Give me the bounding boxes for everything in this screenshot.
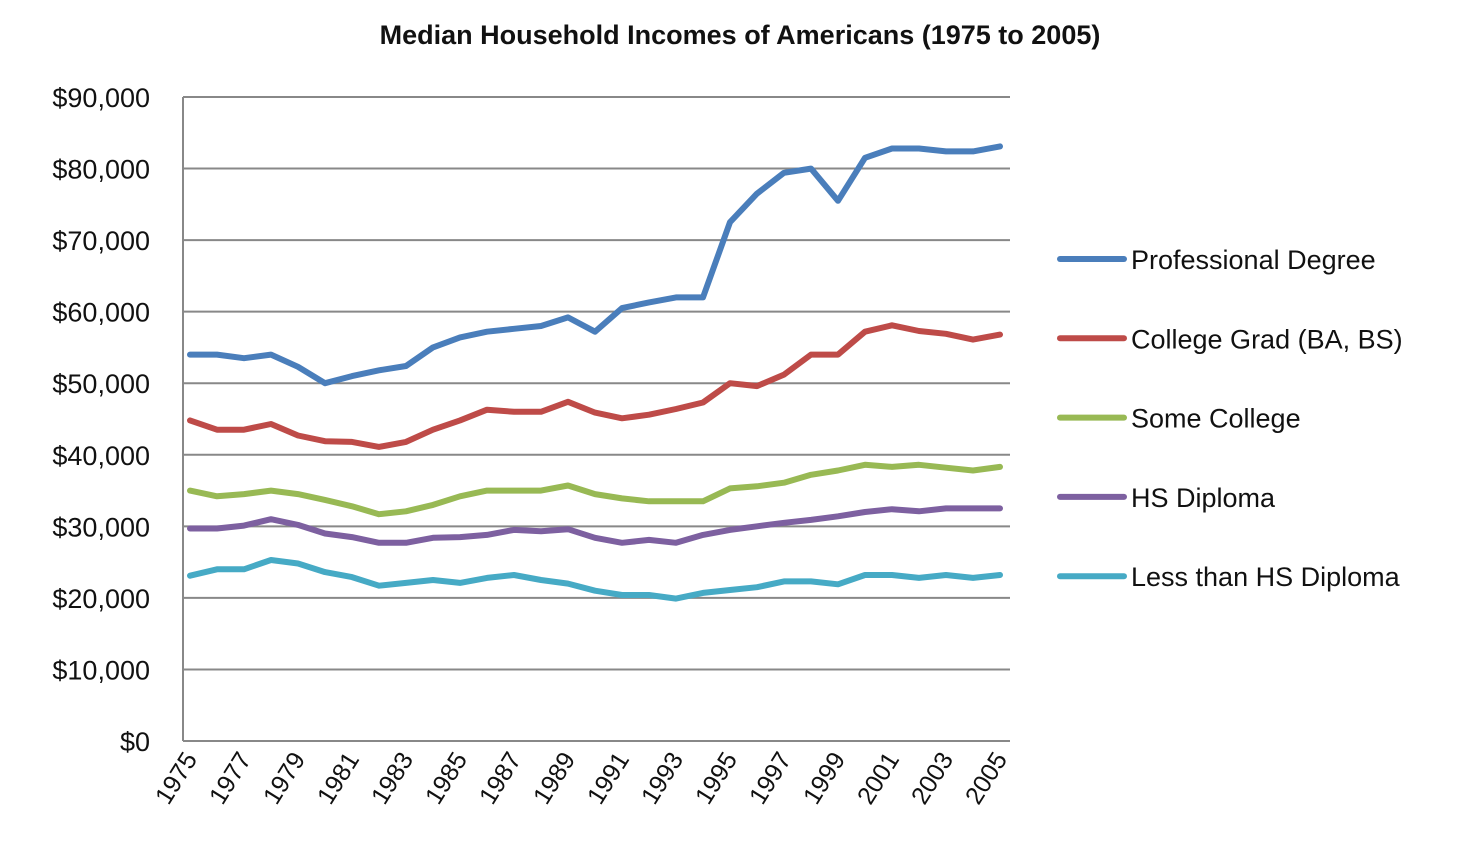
series-line-0 — [187, 143, 1003, 387]
series-line-2 — [187, 461, 1003, 518]
y-axis: $0 $10,000 $20,000 $30,000 $40,000 $50,000 $60… — [52, 83, 150, 757]
x-tick-label: 1991 — [582, 747, 635, 809]
legend-label: HS Diploma — [1131, 483, 1276, 513]
x-tick-label: 2001 — [852, 747, 905, 809]
legend-label: Less than HS Diploma — [1131, 562, 1401, 592]
y-tick-label: $0 — [120, 727, 150, 757]
y-tick-label: $90,000 — [52, 83, 150, 113]
series-lines — [187, 143, 1003, 602]
x-tick-label: 1981 — [312, 747, 365, 809]
x-tick-label: 1993 — [636, 747, 689, 809]
x-tick-label: 1997 — [744, 747, 797, 809]
y-tick-label: $70,000 — [52, 226, 150, 256]
x-tick-label: 1985 — [420, 747, 473, 809]
x-tick-label: 1975 — [150, 747, 203, 809]
x-tick-label: 2003 — [906, 747, 959, 809]
legend-label: Some College — [1131, 404, 1301, 434]
y-tick-label: $60,000 — [52, 298, 150, 328]
y-tick-label: $40,000 — [52, 441, 150, 471]
x-tick-label: 1977 — [204, 747, 257, 809]
x-tick-label: 1995 — [690, 747, 743, 809]
x-tick-label: 1983 — [366, 747, 419, 809]
x-tick-label: 1979 — [258, 747, 311, 809]
legend-label: College Grad (BA, BS) — [1131, 324, 1403, 354]
y-tick-label: $10,000 — [52, 655, 150, 685]
legend: Professional Degree College Grad (BA, BS)… — [1057, 245, 1403, 592]
x-tick-label: 1989 — [528, 747, 581, 809]
y-tick-label: $50,000 — [52, 369, 150, 399]
x-tick-label: 1987 — [474, 747, 527, 809]
x-tick-label: 2005 — [960, 747, 1013, 809]
series-line-1 — [187, 322, 1003, 450]
series-line-4 — [187, 557, 1003, 602]
x-axis: 1975 1977 1979 1981 1983 1985 1987 1989 1991 1993… — [150, 747, 1013, 809]
x-tick-label: 1999 — [798, 747, 851, 809]
y-tick-label: $20,000 — [52, 584, 150, 614]
series-line-3 — [187, 505, 1003, 546]
y-tick-label: $80,000 — [52, 155, 150, 185]
legend-label: Professional Degree — [1131, 245, 1376, 275]
gridlines — [182, 96, 1010, 742]
y-tick-label: $30,000 — [52, 512, 150, 542]
chart-title: Median Household Incomes of Americans (1… — [380, 20, 1101, 50]
